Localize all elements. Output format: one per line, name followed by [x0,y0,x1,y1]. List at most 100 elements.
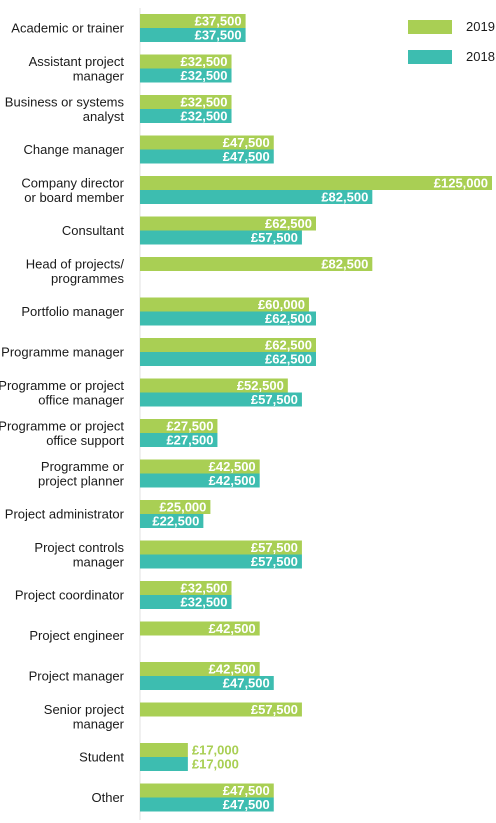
category-label: Senior project manager [44,702,125,732]
category-label-line: Project manager [29,669,125,684]
category-label: Programme manager [1,345,124,360]
value-label-2018: £47,500 [223,149,270,164]
bars-group: £37,500£37,500£32,500£32,500£32,500£32,5… [140,14,492,812]
category-label: Programme or project office support [0,418,124,448]
bar-2019 [140,14,246,28]
category-label-line: Other [91,790,124,805]
category-label-line: Programme manager [1,345,124,360]
value-label-2019: £62,500 [265,338,312,353]
category-label-line: Head of projects/ [26,256,125,271]
value-label-2018: £57,500 [251,392,298,407]
value-label-2019: £62,500 [265,216,312,231]
category-label-line: programmes [51,271,124,286]
category-label: Project administrator [5,507,125,522]
category-label-line: manager [73,554,125,569]
value-label-2018: £32,500 [181,595,228,610]
bar-2018 [140,595,232,609]
legend-swatch-2019 [408,20,452,34]
value-label-2018: £82,500 [321,190,368,205]
value-label-2019: £32,500 [181,581,228,596]
bar-2019 [140,297,309,312]
value-label-2018: £57,500 [251,554,298,569]
bar-2018 [140,554,302,569]
bar-2019 [140,95,232,109]
value-label-2019: £57,500 [251,702,298,717]
value-label-2018: £47,500 [223,797,270,812]
category-label-line: Project engineer [29,628,124,643]
category-label: Project manager [29,669,125,684]
category-label-line: Programme or project [0,378,124,393]
bar-2019 [140,135,274,150]
category-label: Project engineer [29,628,124,643]
bar-2018 [140,676,274,690]
category-label-line: Student [79,750,124,765]
value-label-2018: £42,500 [209,473,256,488]
value-label-2018: £22,500 [152,514,199,529]
bar-2018 [140,190,373,204]
legend-swatch-2018 [408,50,452,64]
bar-2018 [140,230,302,245]
bar-2018 [140,352,316,366]
category-label-line: analyst [83,109,125,124]
value-label-2018: £62,500 [265,311,312,326]
bar-2019 [140,662,260,676]
category-label-line: Company director [21,175,124,190]
value-label-2018: £57,500 [251,230,298,245]
bar-2019 [140,702,302,717]
bar-2019 [140,500,211,514]
bar-2019 [140,581,232,595]
bar-2019 [140,459,260,474]
category-label-line: manager [73,716,125,731]
value-label-2019: £82,500 [321,257,368,272]
value-label-2018: £32,500 [181,68,228,83]
category-label: Academic or trainer [11,21,124,36]
legend: 2019 2018 [408,19,495,64]
category-label-line: office support [46,433,124,448]
value-label-2019: £125,000 [434,176,488,191]
value-label-2019: £57,500 [251,540,298,555]
category-label: Project controls manager [34,540,124,570]
category-label-line: Programme or project [0,418,124,433]
category-label: Other [91,790,124,805]
value-label-2019: £32,500 [181,95,228,110]
category-label: Portfolio manager [21,304,124,319]
bar-2018 [140,68,232,83]
category-label: Programme or project office manager [0,378,125,408]
value-label-2018: £27,500 [166,433,213,448]
bar-2019 [140,257,373,271]
bar-2018 [140,757,188,771]
category-label-line: Consultant [62,223,125,238]
bar-2018 [140,392,302,407]
category-label-line: Programme or [41,459,125,474]
value-label-2019: £47,500 [223,135,270,150]
category-label: Business or systems analyst [5,94,125,124]
bar-2018 [140,473,260,488]
value-label-2019: £37,500 [195,14,242,29]
category-label: Company director or board member [21,175,124,205]
category-label: Consultant [62,223,125,238]
category-label: Student [79,750,124,765]
category-label: Programme or project planner [38,459,125,489]
value-label-2019: £27,500 [166,419,213,434]
legend-label-2018: 2018 [466,49,495,64]
category-label-line: manager [73,68,125,83]
bar-2018 [140,514,204,528]
bar-2018 [140,149,274,164]
bar-2019 [140,783,274,798]
category-label-line: project planner [38,473,125,488]
category-label-line: Assistant project [29,54,125,69]
bar-2019 [140,621,260,636]
bar-2019 [140,176,492,190]
category-label: Change manager [24,142,125,157]
bar-2019 [140,216,316,231]
bar-2019 [140,54,232,69]
value-label-2018: £37,500 [195,28,242,43]
bar-2018 [140,311,316,326]
category-label-line: Change manager [24,142,125,157]
value-label-2019: £25,000 [159,500,206,515]
category-label-line: or board member [24,190,124,205]
bar-2018 [140,797,274,812]
value-label-2018: £47,500 [223,676,270,691]
bar-2019 [140,743,188,757]
